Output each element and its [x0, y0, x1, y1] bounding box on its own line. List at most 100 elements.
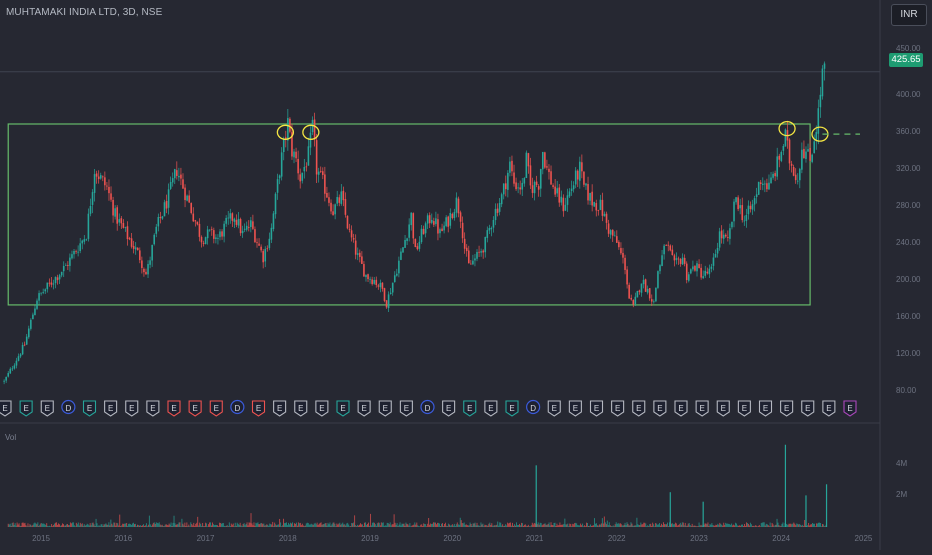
marker-letter: E — [763, 404, 768, 413]
earnings-marker[interactable]: E — [547, 400, 561, 417]
earnings-marker[interactable]: E — [758, 400, 773, 417]
dividend-marker[interactable]: D — [420, 399, 435, 415]
candle-body — [313, 119, 316, 140]
earnings-marker[interactable]: E — [19, 400, 33, 417]
candle-body — [412, 213, 415, 239]
candle-body — [605, 213, 608, 223]
candle-body — [346, 215, 349, 229]
earnings-marker[interactable]: E — [40, 400, 54, 417]
earnings-marker[interactable]: E — [568, 400, 582, 417]
candle-body — [410, 212, 413, 226]
candle-body — [677, 258, 680, 260]
earnings-marker[interactable]: E — [463, 400, 477, 417]
earnings-marker[interactable]: E — [188, 400, 202, 417]
candle-body — [250, 220, 252, 227]
candle-body — [210, 228, 213, 230]
candle-body — [38, 293, 40, 301]
candle-body — [239, 219, 242, 234]
earnings-marker[interactable]: E — [315, 400, 329, 417]
earnings-marker[interactable]: E — [336, 400, 350, 417]
marker-letter: E — [340, 404, 345, 413]
earnings-marker[interactable]: E — [357, 400, 371, 417]
earnings-marker[interactable]: E — [104, 400, 118, 417]
candle-body — [114, 208, 116, 217]
candle-body — [200, 236, 203, 243]
earnings-marker[interactable]: E — [251, 400, 266, 417]
earnings-marker[interactable]: E — [695, 400, 709, 417]
earnings-marker[interactable]: E — [399, 400, 413, 417]
earnings-marker[interactable]: E — [822, 400, 836, 417]
dividend-marker[interactable]: D — [61, 399, 76, 415]
candle-body — [165, 200, 168, 209]
candle-body — [243, 228, 246, 230]
currency-button[interactable]: INR — [891, 4, 927, 26]
marker-letter: E — [657, 404, 662, 413]
marker-shape — [357, 400, 371, 417]
earnings-marker[interactable]: E — [125, 400, 139, 417]
earnings-marker[interactable]: E — [780, 400, 794, 417]
candle-body — [570, 188, 573, 192]
candle-body — [50, 282, 53, 285]
earnings-marker[interactable]: E — [442, 400, 456, 417]
annotation-circle — [778, 120, 796, 137]
marker-shape — [209, 400, 223, 417]
earnings-marker[interactable]: E — [611, 400, 625, 417]
earnings-marker[interactable]: E — [505, 400, 519, 417]
earnings-marker[interactable]: E — [737, 400, 751, 417]
candle-body — [48, 282, 51, 284]
candle-body — [805, 151, 807, 159]
annotations — [276, 120, 860, 142]
candle-body — [673, 255, 676, 261]
candle-body — [418, 241, 421, 249]
candle-body — [110, 193, 112, 200]
dividend-marker[interactable]: D — [526, 399, 541, 415]
candle-body — [690, 269, 692, 274]
price-axis-label: 240.00 — [896, 238, 921, 248]
candle-body — [737, 197, 739, 210]
candle-body — [404, 239, 406, 248]
earnings-marker[interactable]: E — [82, 400, 97, 417]
earnings-marker[interactable]: E — [843, 400, 857, 417]
candle-body — [319, 170, 322, 172]
earnings-marker[interactable]: E — [716, 400, 730, 417]
candle-body — [102, 176, 104, 178]
symbol-title[interactable]: MUHTAMAKI INDIA LTD, 3D, NSE — [6, 7, 163, 18]
candle-body — [422, 228, 425, 235]
earnings-marker[interactable]: E — [294, 400, 308, 417]
earnings-marker[interactable]: E — [653, 400, 667, 417]
earnings-marker[interactable]: E — [632, 400, 646, 417]
candle-body — [167, 189, 170, 208]
earnings-marker[interactable]: E — [801, 400, 815, 417]
candle-body — [486, 230, 489, 238]
candle-body — [792, 166, 795, 176]
earnings-marker[interactable]: E — [209, 400, 223, 417]
marker-shape — [0, 400, 12, 417]
candle-body — [700, 267, 702, 278]
earnings-marker[interactable]: E — [378, 400, 392, 417]
candle-body — [143, 268, 145, 273]
candle-body — [542, 151, 544, 170]
earnings-marker[interactable]: E — [484, 400, 498, 417]
candle-body — [463, 238, 466, 249]
candle-body — [56, 277, 59, 281]
dividend-marker[interactable]: D — [230, 399, 245, 415]
earnings-marker[interactable]: E — [273, 400, 287, 417]
candle-body — [17, 356, 20, 361]
marker-letter: E — [404, 404, 409, 413]
earnings-marker[interactable]: E — [674, 400, 688, 417]
price-axis-label: 320.00 — [896, 164, 921, 174]
earnings-marker[interactable]: E — [167, 400, 181, 417]
candle-body — [770, 177, 772, 184]
candle-body — [640, 283, 643, 293]
candle-body — [398, 260, 400, 274]
earnings-marker[interactable]: E — [589, 400, 604, 417]
earnings-marker[interactable]: E — [0, 400, 12, 417]
candle-body — [75, 251, 77, 253]
candle-body — [245, 225, 248, 230]
candle-body — [650, 299, 653, 302]
earnings-marker[interactable]: E — [146, 400, 160, 417]
candle-body — [535, 181, 538, 186]
